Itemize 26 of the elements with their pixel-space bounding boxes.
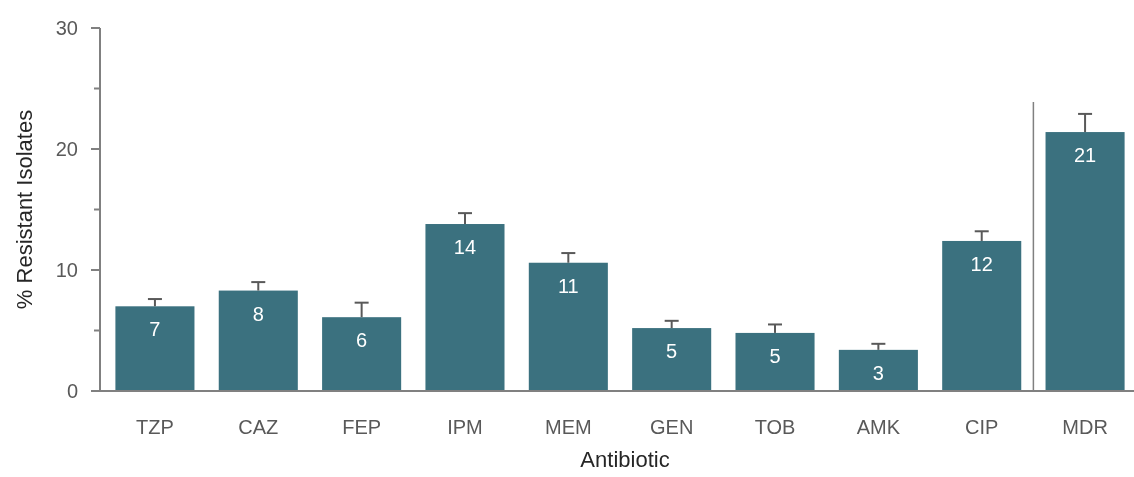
x-tick-label: CAZ xyxy=(238,416,279,438)
x-tick-label: CIP xyxy=(965,416,999,438)
x-tick-label: MEM xyxy=(544,416,592,438)
data-label: 12 xyxy=(970,252,993,275)
x-tick-label: IPM xyxy=(447,416,483,438)
data-label: 5 xyxy=(769,344,781,367)
data-label: 14 xyxy=(453,236,477,259)
y-tick-label: 10 xyxy=(55,259,78,281)
y-axis-title: % Resistant Isolates xyxy=(12,109,37,310)
y-tick-label: 0 xyxy=(66,380,78,402)
data-label: 6 xyxy=(356,329,368,352)
x-tick-label: GEN xyxy=(650,416,694,438)
data-label: 5 xyxy=(666,340,678,363)
data-label: 11 xyxy=(557,274,579,297)
data-label: 8 xyxy=(252,302,264,325)
x-axis-title: Antibiotic xyxy=(580,447,670,472)
x-tick-label: MDR xyxy=(1062,416,1108,438)
x-tick-label: TZP xyxy=(136,416,174,438)
y-tick-label: 30 xyxy=(55,17,78,39)
x-tick-label: FEP xyxy=(342,416,382,438)
x-tick-label: AMK xyxy=(856,416,901,438)
x-tick-label: TOB xyxy=(754,416,796,438)
y-tick-label: 20 xyxy=(55,138,78,160)
data-label: 7 xyxy=(149,318,161,341)
data-label: 3 xyxy=(872,361,884,384)
data-label: 21 xyxy=(1073,144,1097,167)
